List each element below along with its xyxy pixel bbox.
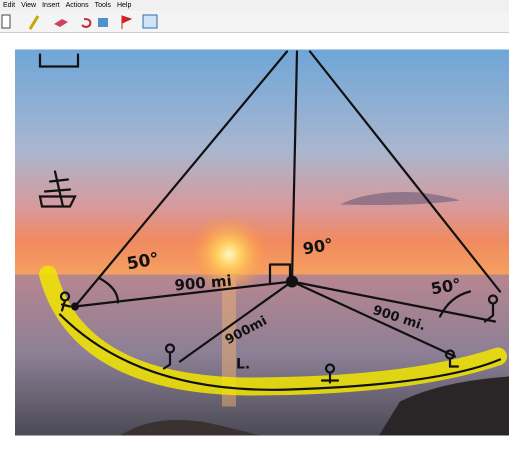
menu-item[interactable]: Tools bbox=[95, 2, 111, 9]
menu-item[interactable]: Help bbox=[117, 2, 131, 9]
menu-item[interactable]: View bbox=[21, 2, 36, 9]
toolbar-icons bbox=[0, 11, 180, 33]
toolbar bbox=[0, 11, 509, 33]
menu-item[interactable]: Insert bbox=[42, 2, 60, 9]
app: Edit View Insert Actions Tools Help bbox=[0, 0, 509, 419]
left-point bbox=[71, 303, 79, 311]
menu-bar: Edit View Insert Actions Tools Help bbox=[0, 0, 509, 11]
menu-item[interactable]: Actions bbox=[66, 2, 89, 9]
menu-item[interactable]: Edit bbox=[3, 2, 15, 9]
center-point bbox=[286, 276, 298, 288]
annotation: L. bbox=[236, 357, 250, 373]
